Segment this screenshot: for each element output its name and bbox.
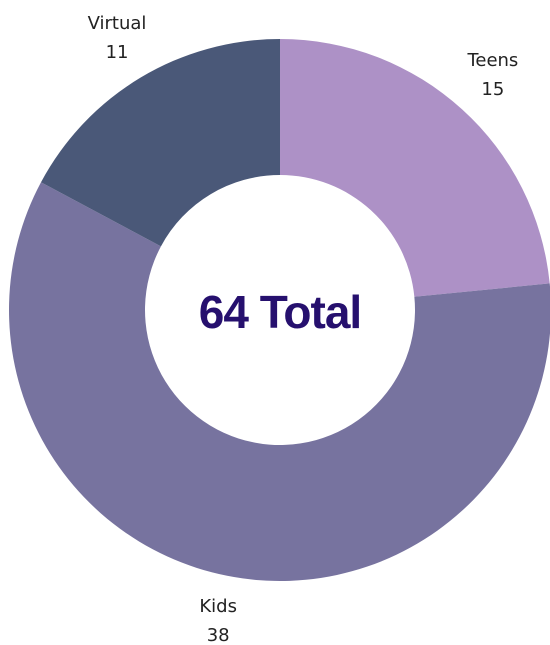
- slice-value: 11: [106, 42, 129, 63]
- slice: [280, 39, 550, 297]
- slice-value: 15: [481, 79, 504, 100]
- slice-label: Kids: [199, 596, 237, 617]
- slices: [9, 39, 550, 581]
- slice: [40, 39, 281, 247]
- slice-label: Virtual: [88, 13, 147, 34]
- center-label: 64 Total: [199, 286, 361, 338]
- slice-value: 38: [207, 625, 230, 645]
- slice-label: Teens: [466, 50, 518, 71]
- slice: [9, 182, 550, 581]
